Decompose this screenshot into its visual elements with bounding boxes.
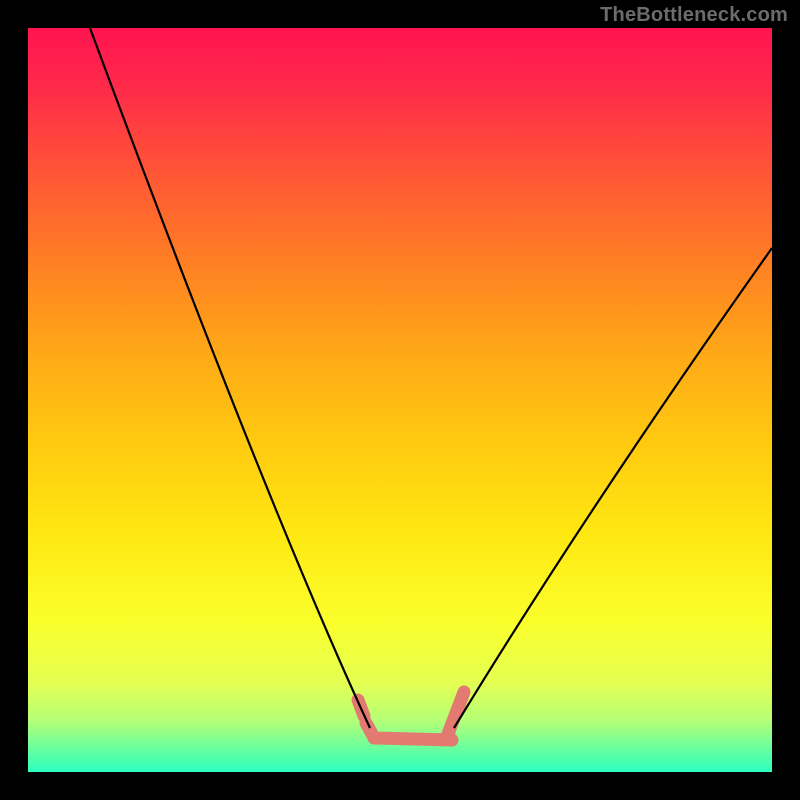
plot-area — [28, 28, 772, 772]
highlight-segment — [448, 692, 464, 734]
chart-svg — [28, 28, 772, 772]
bottom-highlight-group — [358, 692, 464, 740]
right-curve — [454, 248, 772, 728]
watermark-text: TheBottleneck.com — [600, 4, 788, 27]
highlight-segment — [374, 738, 452, 740]
left-curve — [90, 28, 370, 728]
chart-frame — [0, 0, 800, 800]
